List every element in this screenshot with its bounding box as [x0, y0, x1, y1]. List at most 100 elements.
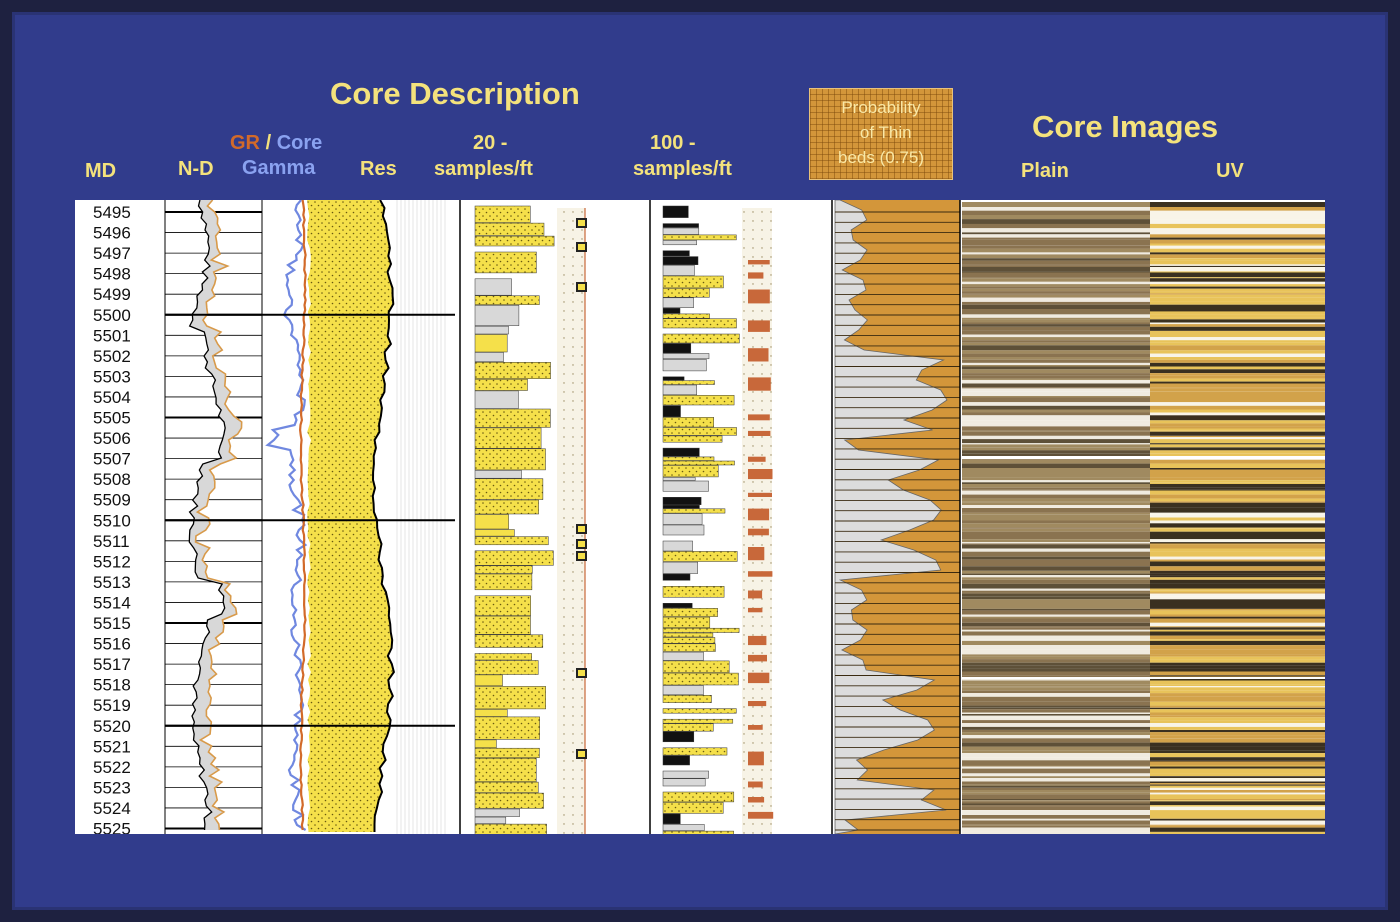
- core-image-uv-strip: [1150, 484, 1325, 488]
- core-image-plain-strip: [962, 820, 1150, 825]
- core-image-plain-strip: [962, 604, 1150, 609]
- core-image-plain-strip: [962, 430, 1150, 432]
- core-20-bed: [474, 739, 497, 748]
- depth-label: 5508: [93, 470, 131, 489]
- core-image-uv-strip: [1150, 790, 1325, 793]
- core-100-bed: [662, 205, 689, 218]
- core-20-bed: [474, 390, 519, 409]
- core-image-plain-strip: [962, 223, 1150, 229]
- core-image-plain-strip: [962, 245, 1150, 249]
- core-image-plain-strip: [962, 639, 1150, 641]
- core-image-uv-strip: [1150, 831, 1325, 834]
- core-20-bed: [474, 781, 539, 793]
- core-image-uv-strip: [1150, 781, 1325, 783]
- core-image-plain-strip: [962, 800, 1150, 802]
- core-image-plain-strip: [962, 423, 1150, 427]
- core-gamma-curve: [265, 200, 308, 831]
- core-image-uv-strip: [1150, 373, 1325, 376]
- core-image-uv-strip: [1150, 818, 1325, 821]
- core-image-plain-strip: [962, 665, 1150, 669]
- core-image-plain-strip: [962, 787, 1150, 790]
- core-100-bed: [662, 359, 707, 372]
- core-20-nodule: [576, 551, 587, 561]
- core-image-uv-strip: [1150, 468, 1325, 470]
- core-100-bed: [662, 802, 724, 814]
- core-image-plain-strip: [962, 326, 1150, 331]
- core-image-plain-strip: [962, 579, 1150, 584]
- core-100-bed: [662, 561, 698, 574]
- core-100-bed: [662, 731, 695, 743]
- uv-header: UV: [1216, 160, 1244, 182]
- core-20-bed: [474, 565, 533, 574]
- core-image-uv-strip: [1150, 523, 1325, 528]
- core-image-uv-strip: [1150, 805, 1325, 807]
- core-image-uv-strip: [1150, 482, 1325, 484]
- core-image-uv-strip: [1150, 366, 1325, 370]
- core-image-plain-strip: [962, 676, 1150, 677]
- core-image-plain-strip: [962, 714, 1150, 716]
- core-image-uv-strip: [1150, 453, 1325, 456]
- core-image-uv-strip: [1150, 662, 1325, 666]
- core-image-uv-strip: [1150, 631, 1325, 636]
- core-image-uv-strip: [1150, 202, 1325, 207]
- core-image-plain-strip: [962, 757, 1150, 761]
- depth-label: 5515: [93, 614, 131, 633]
- core-image-plain-strip: [962, 520, 1150, 524]
- core-image-uv-strip: [1150, 228, 1325, 233]
- core-image-break: [962, 677, 1325, 679]
- core-image-plain-strip: [962, 207, 1150, 211]
- core-image-uv-strip: [1150, 676, 1325, 677]
- core-image-uv-strip: [1150, 608, 1325, 611]
- core-100-bed: [662, 508, 726, 514]
- core-100-bed: [662, 405, 681, 418]
- core-image-uv-strip: [1150, 365, 1325, 367]
- core-image-plain-strip: [962, 260, 1150, 265]
- core-image-uv-strip: [1150, 720, 1325, 724]
- core-image-uv-strip: [1150, 726, 1325, 730]
- core-image-uv-strip: [1150, 787, 1325, 790]
- core-100-bed: [662, 447, 700, 457]
- depth-label: 5512: [93, 552, 131, 571]
- core-image-plain-strip: [962, 219, 1150, 224]
- depth-label: 5503: [93, 367, 131, 386]
- core-image-uv-strip: [1150, 668, 1325, 672]
- core-image-plain-strip: [962, 378, 1150, 380]
- core-image-plain-strip: [962, 284, 1150, 287]
- core-image-uv-strip: [1150, 588, 1325, 591]
- core-image-uv-strip: [1150, 304, 1325, 309]
- core-image-plain-strip: [962, 806, 1150, 810]
- core-image-plain-strip: [962, 381, 1150, 384]
- core-image-plain-strip: [962, 583, 1150, 589]
- core-image-uv-strip: [1150, 207, 1325, 211]
- core-image-plain-strip: [962, 502, 1150, 506]
- core-100-bed: [662, 256, 699, 265]
- core-image-uv-strip: [1150, 311, 1325, 315]
- core-image-plain-strip: [962, 362, 1150, 365]
- core-image-plain-strip: [962, 792, 1150, 795]
- core-image-plain-strip: [962, 444, 1150, 448]
- core-100-bed: [662, 333, 740, 344]
- core-image-plain-strip: [962, 210, 1150, 215]
- core-image-uv-strip: [1150, 654, 1325, 657]
- core-20-nodule: [576, 668, 587, 678]
- core-image-uv-strip: [1150, 800, 1325, 802]
- core-image-plain-strip: [962, 324, 1150, 327]
- core-image-plain-strip: [962, 412, 1150, 416]
- core-image-plain-strip: [962, 559, 1150, 562]
- core-image-plain-strip: [962, 712, 1150, 714]
- core-image-plain-strip: [962, 761, 1150, 766]
- core-image-plain-strip: [962, 531, 1150, 536]
- core-100-bed: [662, 603, 693, 609]
- core-image-plain-strip: [962, 301, 1150, 305]
- core-image-uv-strip: [1150, 387, 1325, 389]
- core-100-bed: [662, 643, 716, 652]
- core-image-uv-strip: [1150, 420, 1325, 424]
- core-image-uv-strip: [1150, 675, 1325, 677]
- core-image-plain-strip: [962, 566, 1150, 571]
- core-image-plain-strip: [962, 228, 1150, 233]
- depth-label: 5524: [93, 799, 131, 818]
- core-image-plain-strip: [962, 556, 1150, 560]
- core-image-uv-strip: [1150, 527, 1325, 529]
- core-image-plain-strip: [962, 369, 1150, 374]
- core-image-plain-strip: [962, 252, 1150, 255]
